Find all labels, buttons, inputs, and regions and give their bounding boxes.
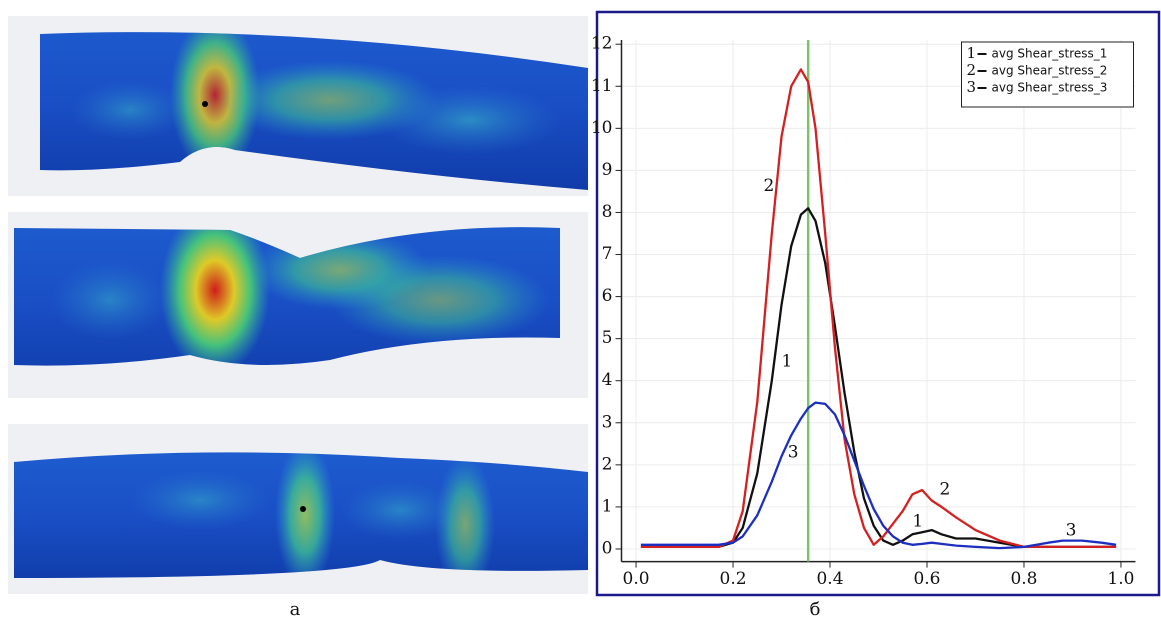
curve-label: 2	[763, 176, 774, 196]
curve-label: 1	[912, 512, 923, 532]
y-tick-label: 6	[602, 286, 613, 306]
y-tick-label: 0	[602, 538, 613, 558]
x-tick-label: 1.0	[1107, 569, 1134, 589]
x-tick-label: 0.0	[623, 569, 650, 589]
caption: а	[290, 599, 301, 620]
curve-label: 2	[940, 480, 951, 500]
x-tick-label: 0.4	[816, 569, 843, 589]
caption: б	[810, 599, 821, 620]
curve-label: 3	[788, 443, 799, 463]
simulation-panels	[0, 0, 600, 595]
y-tick-label: 9	[602, 160, 613, 180]
y-tick-label: 2	[602, 454, 613, 474]
y-tick-label: 5	[602, 328, 613, 348]
x-tick-label: 0.8	[1010, 569, 1037, 589]
legend-entry: avg Shear_stress_3	[992, 81, 1108, 95]
y-tick-label: 12	[591, 34, 613, 54]
y-tick-label: 4	[602, 370, 613, 390]
y-tick-label: 3	[602, 412, 613, 432]
legend-entry: avg Shear_stress_2	[992, 64, 1108, 78]
curve-label: 3	[1066, 520, 1077, 540]
y-tick-label: 1	[602, 496, 613, 516]
y-tick-label: 10	[591, 118, 613, 138]
x-tick-label: 0.2	[720, 569, 747, 589]
figure: а б 0.00.20.40.60.81.0012345678910111221…	[0, 0, 1161, 622]
y-tick-label: 8	[602, 202, 613, 222]
x-tick-label: 0.6	[913, 569, 940, 589]
curve-label: 1	[781, 352, 792, 372]
legend-entry: avg Shear_stress_1	[992, 47, 1108, 61]
y-tick-label: 7	[602, 244, 613, 264]
y-tick-label: 11	[591, 76, 613, 96]
legend-key: 3	[967, 78, 977, 96]
legend-key: 2	[967, 61, 977, 79]
legend-key: 1	[967, 44, 977, 62]
